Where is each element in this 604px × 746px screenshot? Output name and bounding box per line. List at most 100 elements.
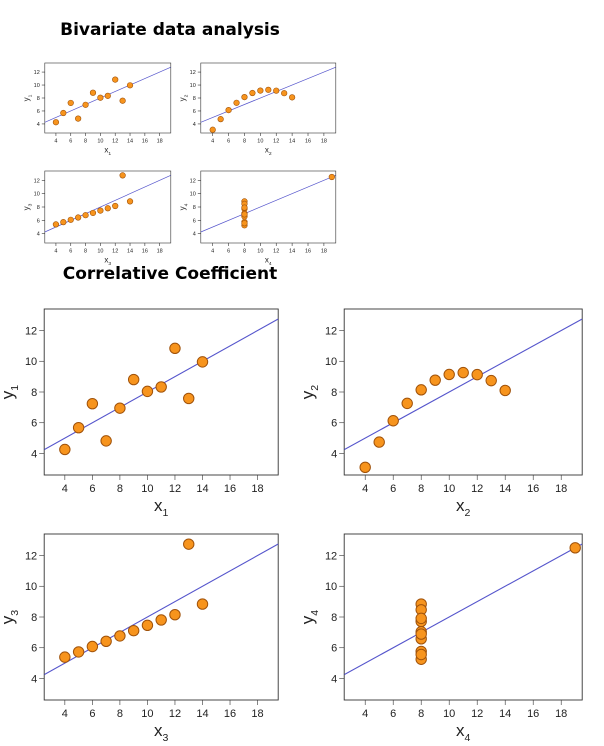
y-tick-label: 6 [31, 643, 37, 655]
y-tick-label: 10 [325, 356, 337, 368]
x-tick-label: 14 [196, 483, 208, 495]
y-tick-label: 4 [37, 122, 40, 128]
y-axis-label: y4 [178, 203, 189, 210]
data-point [119, 172, 126, 179]
data-point [471, 368, 483, 381]
x-tick-label: 16 [224, 483, 236, 495]
y-axis-label: y2 [178, 94, 189, 101]
x-tick-label: 16 [305, 249, 311, 255]
data-point [273, 87, 280, 94]
y-tick-label: 8 [193, 96, 196, 102]
x-tick-label: 6 [227, 249, 230, 255]
x-tick-label: 16 [527, 483, 539, 495]
x-axis-label: x2 [456, 496, 471, 519]
x-tick-label: 12 [169, 708, 181, 720]
data-point [112, 76, 119, 83]
x-tick-label: 14 [127, 249, 133, 255]
x-tick-label: 14 [196, 708, 208, 720]
data-point [429, 374, 441, 386]
data-point [415, 612, 427, 625]
data-point [196, 356, 209, 368]
x-tick-label: 6 [390, 708, 396, 720]
plot-frame [200, 170, 337, 244]
data-point [97, 94, 104, 101]
data-point [127, 373, 140, 386]
data-point [75, 214, 82, 221]
x-tick-label: 6 [89, 483, 95, 495]
x-tick-label: 8 [243, 249, 246, 255]
data-point [126, 198, 134, 205]
x-tick-label: 18 [157, 139, 163, 145]
plot-frame [200, 62, 337, 134]
data-point [155, 381, 167, 393]
y-tick-label: 6 [193, 109, 196, 115]
data-point [60, 219, 67, 226]
x-tick-label: 16 [142, 249, 148, 255]
x-tick-label: 6 [390, 483, 396, 495]
y-tick-label: 4 [193, 232, 196, 238]
data-point [82, 212, 89, 219]
y-tick-label: 8 [31, 387, 37, 399]
data-point [415, 384, 427, 396]
x-tick-label: 10 [257, 249, 263, 255]
data-point [89, 209, 97, 217]
regression-line [344, 318, 583, 451]
x-tick-label: 12 [471, 708, 483, 720]
plot-frame [343, 308, 583, 476]
regression-line [200, 175, 336, 233]
page-title: Bivariate data analysis [60, 20, 280, 40]
data-point [183, 392, 195, 405]
data-point [104, 92, 111, 99]
data-point [241, 93, 248, 101]
x-tick-label: 18 [251, 483, 263, 495]
data-point [359, 461, 371, 474]
y-tick-label: 12 [34, 178, 40, 184]
data-point [82, 101, 89, 108]
x-tick-label: 10 [97, 139, 103, 145]
data-point [89, 89, 97, 96]
y-tick-label: 6 [331, 418, 337, 430]
y-tick-label: 10 [190, 192, 196, 198]
data-point [225, 107, 232, 114]
data-point [114, 402, 126, 414]
x-tick-label: 8 [117, 708, 123, 720]
data-point [86, 640, 99, 653]
x-tick-label: 16 [305, 139, 311, 145]
x-tick-label: 12 [112, 249, 118, 255]
x-axis-label: x4 [456, 721, 471, 744]
x-tick-label: 14 [289, 139, 295, 145]
x-tick-label: 18 [555, 483, 567, 495]
x-tick-label: 4 [62, 483, 68, 495]
y-tick-label: 8 [37, 96, 40, 102]
data-point [169, 608, 181, 621]
x-tick-label: 10 [443, 708, 455, 720]
x-tick-label: 14 [499, 483, 511, 495]
x-tick-label: 16 [527, 708, 539, 720]
data-point [485, 374, 497, 387]
data-point [52, 119, 60, 126]
x-tick-label: 12 [273, 249, 279, 255]
data-point [415, 628, 427, 640]
y-tick-label: 10 [34, 192, 40, 198]
x-tick-label: 14 [499, 708, 511, 720]
data-point [289, 94, 296, 101]
x-tick-label: 12 [471, 483, 483, 495]
x-tick-label: 4 [211, 139, 214, 145]
data-point [114, 630, 126, 642]
data-point [104, 205, 111, 212]
data-point [100, 635, 112, 647]
data-point [97, 207, 104, 214]
x-tick-label: 14 [127, 139, 133, 145]
data-point [328, 173, 335, 181]
data-point [257, 87, 264, 94]
x-tick-label: 4 [362, 708, 368, 720]
data-point [241, 211, 248, 218]
x-tick-label: 18 [251, 708, 263, 720]
data-point [126, 82, 134, 89]
x-tick-label: 6 [69, 139, 72, 145]
x-axis-label: x4 [265, 256, 272, 267]
